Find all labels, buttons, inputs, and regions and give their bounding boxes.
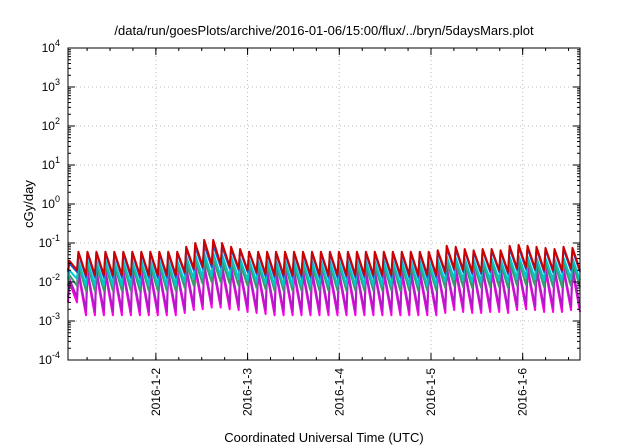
y-tick-exponent: 1 [55, 155, 60, 165]
y-tick-label: 10-2 [39, 272, 60, 289]
y-tick-exponent: -3 [52, 311, 60, 321]
y-tick-exponent: 0 [55, 194, 60, 204]
y-tick-exponent: 2 [55, 116, 60, 126]
y-tick-label: 10-1 [39, 233, 60, 250]
y-tick-label: 10-4 [39, 350, 60, 367]
y-tick-exponent: -4 [52, 350, 60, 360]
x-tick-label: 2016-1-3 [241, 368, 255, 416]
y-tick-marks [68, 47, 580, 361]
x-axis-label: Coordinated Universal Time (UTC) [224, 430, 423, 445]
x-tick-label: 2016-1-6 [516, 368, 530, 416]
y-tick-label: 102 [42, 116, 60, 133]
y-tick-base: 10 [39, 275, 53, 289]
x-tick-marks [86, 48, 570, 360]
y-tick-label: 10-3 [39, 311, 60, 328]
series-layer [67, 238, 581, 317]
y-axis-label: cGy/day [21, 180, 36, 228]
y-tick-label: 103 [42, 77, 60, 94]
y-tick-exponent: 3 [55, 77, 60, 87]
y-tick-base: 10 [42, 197, 56, 211]
x-tick-labels: 2016-1-2 2016-1-3 2016-1-4 2016-1-5 2016-1-6 [149, 368, 530, 416]
y-tick-label: 101 [42, 155, 60, 172]
y-tick-base: 10 [39, 236, 53, 250]
y-tick-base: 10 [42, 41, 56, 55]
series-line [67, 238, 581, 277]
y-tick-base: 10 [42, 158, 56, 172]
y-tick-exponent: -1 [52, 233, 60, 243]
x-tick-label: 2016-1-5 [424, 368, 438, 416]
chart-title: /data/run/goesPlots/archive/2016-01-06/1… [114, 23, 534, 38]
y-tick-label: 104 [42, 38, 60, 55]
y-tick-base: 10 [39, 353, 53, 367]
x-tick-label: 2016-1-2 [149, 368, 163, 416]
y-tick-exponent: 4 [55, 38, 60, 48]
y-tick-label: 100 [42, 194, 60, 211]
y-tick-base: 10 [42, 119, 56, 133]
y-tick-exponent: -2 [52, 272, 60, 282]
y-tick-base: 10 [39, 314, 53, 328]
y-tick-base: 10 [42, 80, 56, 94]
grid-lines [68, 48, 580, 360]
x-tick-label: 2016-1-4 [332, 368, 346, 416]
